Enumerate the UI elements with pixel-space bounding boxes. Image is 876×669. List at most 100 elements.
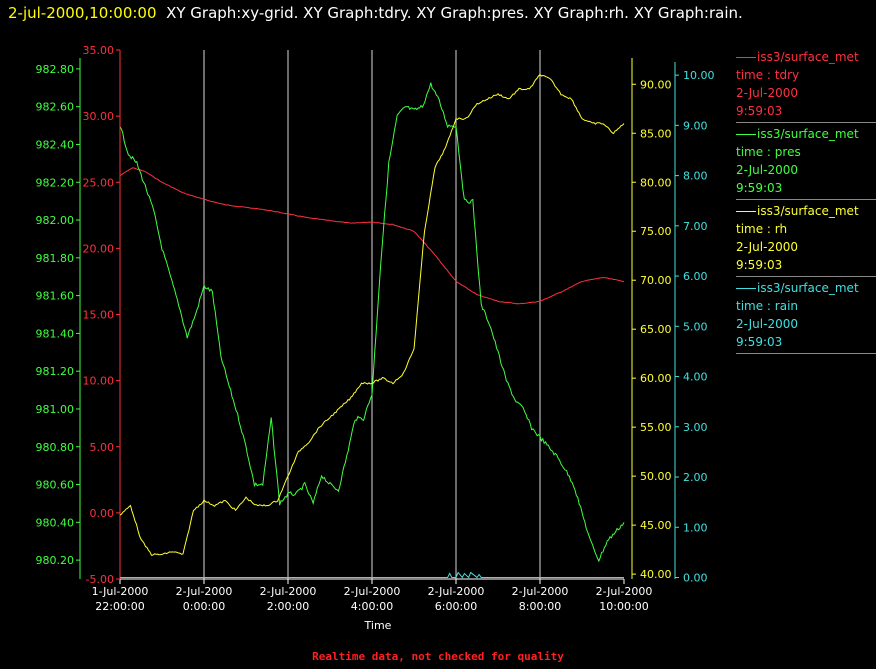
legend-date-text: 2-Jul-2000 [736, 86, 798, 100]
rain-tick-label: 8.00 [683, 170, 708, 183]
rain-tick-label: 6.00 [683, 270, 708, 283]
legend-field: time : rh [736, 220, 876, 238]
header: 2-jul-2000,10:00:00 XY Graph:xy-grid. XY… [8, 4, 743, 22]
legend-source: iss3/surface_met [736, 279, 876, 297]
legend-time-text: 9:59:03 [736, 181, 783, 195]
data-quality-note: Realtime data, not checked for quality [312, 650, 564, 663]
legend-field: time : rain [736, 297, 876, 315]
legend-source: iss3/surface_met [736, 125, 876, 143]
legend-source: iss3/surface_met [736, 48, 876, 66]
x-tick-label-date: 2-Jul-2000 [428, 585, 485, 598]
legend-date-text: 2-Jul-2000 [736, 163, 798, 177]
legend-field-text: time : rain [736, 299, 799, 313]
legend-time: 9:59:03 [736, 333, 876, 351]
series-tdry [119, 167, 624, 305]
series-rain [120, 571, 624, 579]
legend-entry: iss3/surface_met time : rh 2-Jul-2000 9:59:… [736, 202, 876, 277]
pres-tick-label: 982.00 [36, 214, 75, 227]
rain-tick-label: 4.00 [683, 371, 708, 384]
legend: iss3/surface_met time : tdry 2-Jul-2000 9:5… [736, 48, 876, 356]
x-tick-label-date: 2-Jul-2000 [260, 585, 317, 598]
pres-tick-label: 981.40 [36, 327, 75, 340]
x-tick-label-date: 2-Jul-2000 [512, 585, 569, 598]
pres-tick-label: 981.00 [36, 403, 75, 416]
pres-tick-label: 980.20 [36, 554, 75, 567]
legend-field-text: time : pres [736, 145, 801, 159]
rain-tick-label: 9.00 [683, 119, 708, 132]
legend-field-text: time : tdry [736, 68, 800, 82]
legend-date: 2-Jul-2000 [736, 161, 876, 179]
x-tick-label-date: 2-Jul-2000 [596, 585, 653, 598]
rain-tick-label: 10.00 [683, 69, 715, 82]
legend-swatch [736, 133, 756, 135]
legend-time: 9:59:03 [736, 256, 876, 274]
legend-source: iss3/surface_met [736, 202, 876, 220]
series-pres [119, 82, 625, 563]
legend-date: 2-Jul-2000 [736, 238, 876, 256]
legend-date: 2-Jul-2000 [736, 315, 876, 333]
rh-tick-label: 85.00 [640, 127, 672, 140]
pres-tick-label: 982.20 [36, 176, 75, 189]
x-tick-label-time: 0:00:00 [183, 600, 225, 613]
rh-tick-label: 50.00 [640, 470, 672, 483]
legend-field: time : pres [736, 143, 876, 161]
tdry-tick-label: -5.00 [86, 573, 114, 586]
legend-time-text: 9:59:03 [736, 104, 783, 118]
tdry-tick-label: 20.00 [83, 242, 115, 255]
legend-swatch [736, 56, 756, 58]
rain-tick-label: 2.00 [683, 471, 708, 484]
rain-tick-label: 0.00 [683, 571, 708, 584]
tdry-tick-label: 0.00 [90, 507, 115, 520]
pres-tick-label: 980.60 [36, 479, 75, 492]
legend-time-text: 9:59:03 [736, 335, 783, 349]
x-tick-label-time: 2:00:00 [267, 600, 309, 613]
tdry-tick-label: 10.00 [83, 375, 115, 388]
rh-tick-label: 60.00 [640, 372, 672, 385]
legend-time: 9:59:03 [736, 102, 876, 120]
pres-tick-label: 981.80 [36, 252, 75, 265]
legend-swatch [736, 287, 756, 289]
rh-tick-label: 40.00 [640, 568, 672, 581]
pres-tick-label: 982.80 [36, 63, 75, 76]
legend-time: 9:59:03 [736, 179, 876, 197]
legend-date: 2-Jul-2000 [736, 84, 876, 102]
series-rh [119, 73, 625, 556]
rain-tick-label: 1.00 [683, 521, 708, 534]
rh-tick-label: 70.00 [640, 274, 672, 287]
rain-tick-label: 5.00 [683, 320, 708, 333]
legend-source-text: iss3/surface_met [757, 281, 859, 295]
legend-date-text: 2-Jul-2000 [736, 240, 798, 254]
pres-tick-label: 981.60 [36, 290, 75, 303]
tdry-tick-label: 15.00 [83, 309, 115, 322]
rh-tick-label: 80.00 [640, 176, 672, 189]
x-tick-label-time: 10:00:00 [599, 600, 648, 613]
rh-tick-label: 65.00 [640, 323, 672, 336]
legend-source-text: iss3/surface_met [757, 50, 859, 64]
x-tick-label-time: 4:00:00 [351, 600, 393, 613]
legend-swatch [736, 210, 756, 212]
x-tick-label-time: 22:00:00 [95, 600, 144, 613]
rain-tick-label: 7.00 [683, 220, 708, 233]
tdry-tick-label: 30.00 [83, 110, 115, 123]
legend-time-text: 9:59:03 [736, 258, 783, 272]
pres-tick-label: 982.60 [36, 101, 75, 114]
tdry-tick-label: 25.00 [83, 176, 115, 189]
rh-tick-label: 90.00 [640, 78, 672, 91]
x-tick-label-date: 2-Jul-2000 [344, 585, 401, 598]
pres-tick-label: 981.20 [36, 365, 75, 378]
x-tick-label-date: 2-Jul-2000 [176, 585, 233, 598]
graph-titles: XY Graph:xy-grid. XY Graph:tdry. XY Grap… [166, 4, 743, 22]
timestamp: 2-jul-2000,10:00:00 [8, 4, 157, 22]
legend-date-text: 2-Jul-2000 [736, 317, 798, 331]
tdry-tick-label: 5.00 [90, 441, 115, 454]
legend-source-text: iss3/surface_met [757, 127, 859, 141]
rh-tick-label: 55.00 [640, 421, 672, 434]
rh-tick-label: 45.00 [640, 519, 672, 532]
x-tick-label-time: 8:00:00 [519, 600, 561, 613]
legend-field: time : tdry [736, 66, 876, 84]
pres-tick-label: 980.80 [36, 441, 75, 454]
